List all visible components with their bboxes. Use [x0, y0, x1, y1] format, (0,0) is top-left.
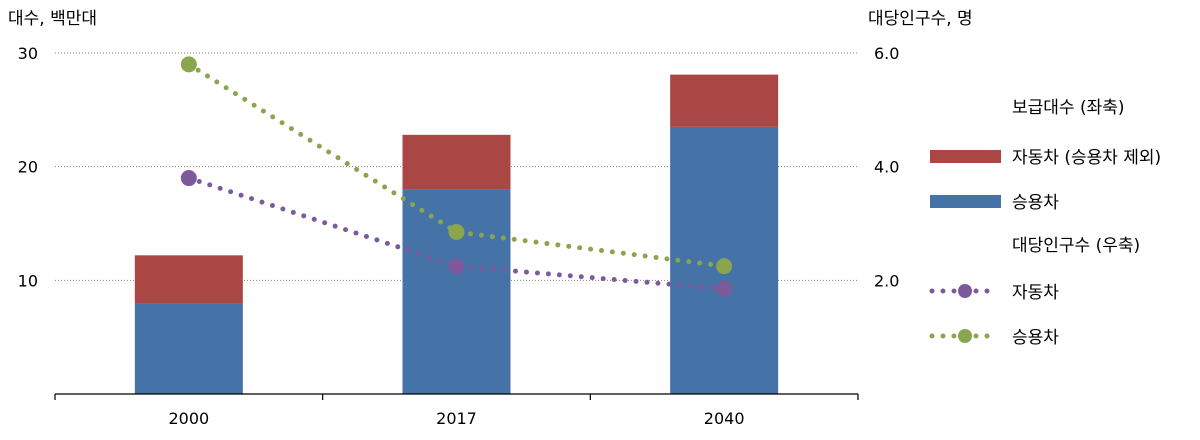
- bar-other-vehicle-2017: [402, 134, 511, 190]
- line-series: [180, 56, 733, 297]
- left-axis-title: 대수, 백만대: [8, 9, 97, 29]
- right-tick-label: 4.0: [874, 158, 899, 177]
- x-tick-label: 2000: [168, 409, 209, 428]
- legend-label-passenger-car-bar: 승용차: [1012, 193, 1059, 213]
- legend-bar-group-title: 보급대수 (좌축): [1012, 98, 1125, 118]
- legend-label-passenger-car: 승용차: [1012, 328, 1059, 348]
- point-vehicle-2040: [716, 280, 733, 297]
- left-tick-label: 30: [18, 44, 38, 63]
- right-axis-title: 대당인구수, 명: [868, 9, 973, 29]
- line-vehicle: [186, 175, 727, 292]
- bar-passenger-car-2017: [402, 189, 511, 394]
- left-tick-label: 10: [18, 271, 38, 290]
- point-passenger-car-2000: [180, 56, 197, 73]
- right-tick-label: 2.0: [874, 271, 899, 290]
- legend-marker-passenger-car: [958, 329, 972, 343]
- point-vehicle-2000: [180, 170, 197, 187]
- legend-label-other-vehicle: 자동차 (승용차 제외): [1012, 148, 1161, 168]
- legend-swatch-other-vehicle: [930, 150, 1001, 163]
- legend-line-group-title: 대당인구수 (우축): [1012, 236, 1140, 256]
- line-passenger-car: [186, 61, 727, 269]
- left-tick-label: 20: [18, 158, 38, 177]
- bar-other-vehicle-2040: [670, 74, 779, 127]
- x-tick-label: 2040: [704, 409, 745, 428]
- point-passenger-car-2040: [716, 258, 733, 275]
- legend-label-vehicle: 자동차: [1012, 283, 1059, 303]
- point-passenger-car-2017: [448, 224, 465, 241]
- legend-swatch-passenger-car-bar: [930, 195, 1001, 208]
- right-tick-label: 6.0: [874, 44, 899, 63]
- point-vehicle-2017: [448, 258, 465, 275]
- x-tick-label: 2017: [436, 409, 477, 428]
- axes: 10 20 30 2.0 4.0 6.0 2000 2017 2040: [18, 44, 900, 428]
- bar-other-vehicle-2000: [134, 255, 243, 304]
- legend-marker-vehicle: [958, 284, 972, 298]
- bar-passenger-car-2000: [134, 303, 243, 394]
